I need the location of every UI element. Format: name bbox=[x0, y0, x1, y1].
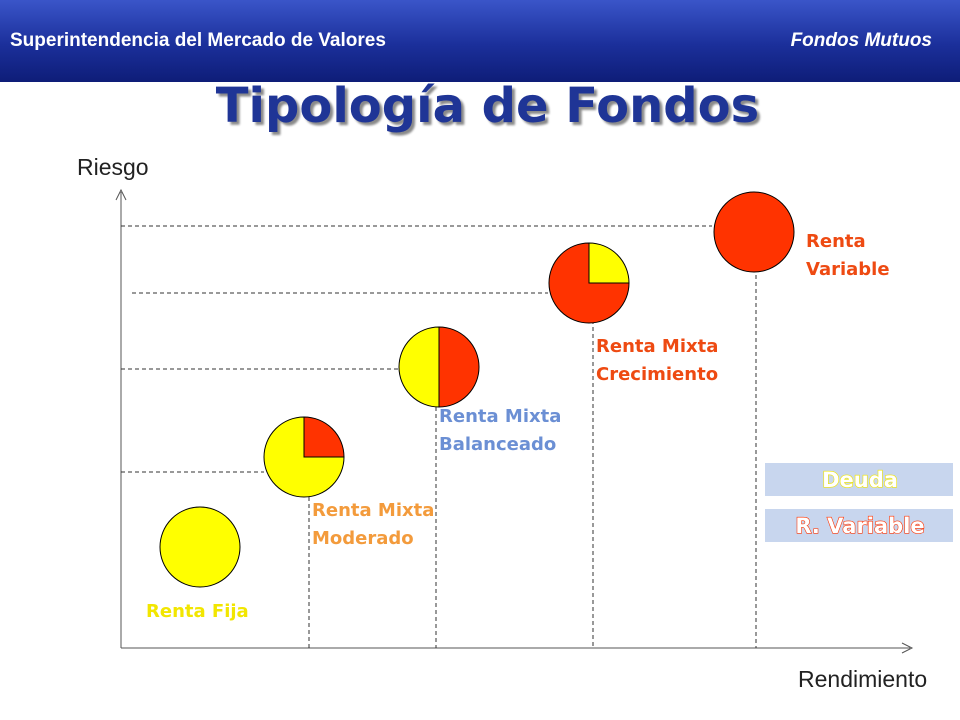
label-crecimiento-line1: Renta Mixta bbox=[596, 336, 718, 357]
label-moderado-line2: Moderado bbox=[312, 528, 414, 549]
label-renta-fija: Renta Fija bbox=[146, 601, 249, 622]
y-axis-arrow bbox=[115, 188, 127, 201]
label-balanceado-line2: Balanceado bbox=[439, 434, 556, 455]
legend-deuda-label: Deuda bbox=[822, 468, 898, 492]
label-renta-mixta-crecimiento: Renta Mixta Crecimiento bbox=[596, 336, 725, 385]
label-variable-line1: Renta bbox=[806, 231, 866, 252]
slice-renta-variable bbox=[713, 191, 795, 273]
slice-deuda bbox=[159, 506, 241, 588]
pie-renta-mixta-crecimiento bbox=[548, 242, 630, 324]
header-section: Fondos Mutuos bbox=[790, 30, 932, 51]
legend-variable-label: R. Variable bbox=[795, 514, 924, 538]
label-balanceado-line1: Renta Mixta bbox=[439, 406, 561, 427]
header-organization: Superintendencia del Mercado de Valores bbox=[10, 30, 386, 51]
legend-variable-box bbox=[765, 509, 953, 542]
header-bar: Superintendencia del Mercado de Valores … bbox=[0, 0, 960, 82]
x-axis-label: Rendimiento bbox=[798, 666, 927, 692]
slice-deuda bbox=[398, 326, 440, 408]
label-renta-mixta-moderado: Renta Mixta Moderado bbox=[312, 500, 441, 549]
slice-deuda bbox=[588, 242, 630, 284]
legend: Deuda R. Variable bbox=[765, 463, 953, 542]
guide-lines bbox=[121, 225, 757, 648]
slice-renta-variable bbox=[438, 326, 480, 408]
pie-renta-variable bbox=[713, 191, 795, 273]
pie-renta-fija bbox=[159, 506, 241, 588]
y-axis-label: Riesgo bbox=[77, 154, 149, 180]
legend-deuda-box bbox=[765, 463, 953, 496]
pie-renta-mixta-moderado bbox=[263, 416, 345, 498]
label-renta-fija-line1: Renta Fija bbox=[146, 601, 249, 622]
pie-renta-mixta-balanceado bbox=[398, 326, 480, 408]
label-renta-mixta-balanceado: Renta Mixta Balanceado bbox=[439, 406, 568, 455]
label-crecimiento-line2: Crecimiento bbox=[596, 364, 718, 385]
label-moderado-line1: Renta Mixta bbox=[312, 500, 434, 521]
x-axis-arrow bbox=[901, 642, 914, 654]
label-renta-variable: Renta Variable bbox=[806, 231, 890, 280]
label-variable-line2: Variable bbox=[806, 259, 890, 280]
slice-renta-variable bbox=[303, 416, 345, 458]
page-title: Tipología de Fondos bbox=[215, 78, 760, 134]
slice-deuda bbox=[263, 416, 345, 498]
